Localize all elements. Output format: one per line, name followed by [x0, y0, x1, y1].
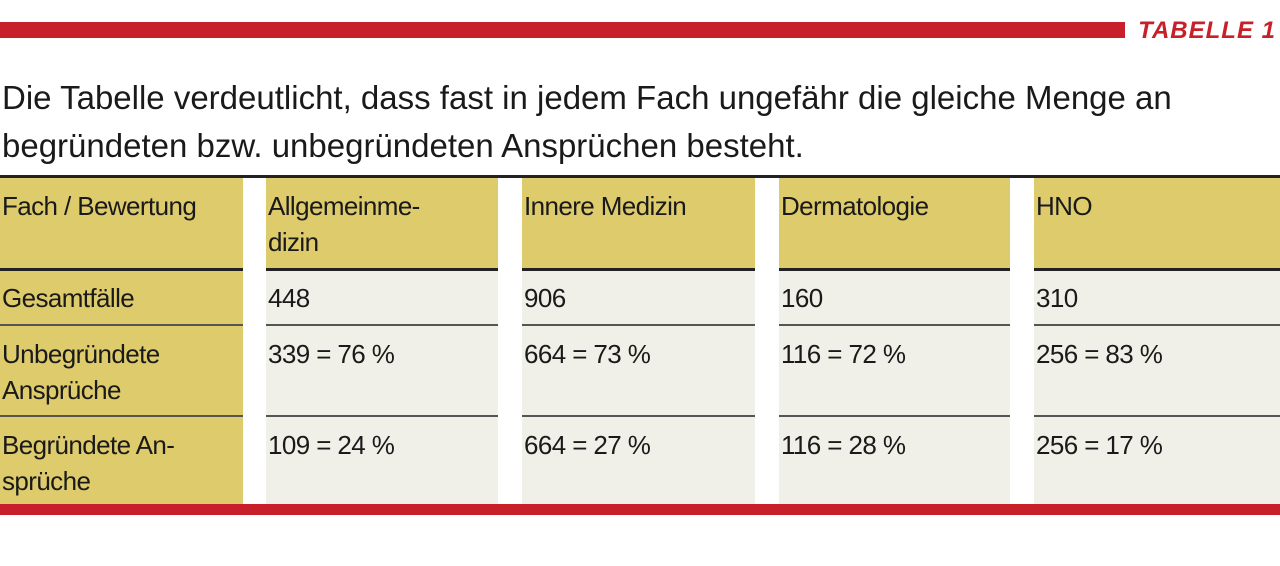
table-label: TABELLE 1 — [1138, 17, 1276, 44]
cell: 664 = 73 % — [522, 326, 755, 415]
cell: 310 — [1034, 270, 1280, 324]
cell: 339 = 76 % — [266, 326, 498, 415]
cell: Gesamtfälle — [0, 270, 243, 324]
cell: 664 = 27 % — [522, 417, 755, 504]
caption: Die Tabelle verdeutlicht, dass fast in j… — [2, 79, 1172, 164]
cell: 116 = 28 % — [779, 417, 1010, 504]
row-line — [1034, 324, 1280, 326]
cell: 906 — [522, 270, 755, 324]
cell: 116 = 72 % — [779, 326, 1010, 415]
header-cell: Dermatologie — [779, 178, 1010, 268]
cell: Begründete An- sprüche — [0, 417, 243, 504]
row-line — [1034, 268, 1280, 271]
cell: Unbegründete Ansprüche — [0, 326, 243, 415]
row-line — [0, 415, 243, 417]
row-line — [266, 324, 498, 326]
row-line — [522, 415, 755, 417]
cell: 448 — [266, 270, 498, 324]
row-line — [266, 415, 498, 417]
row-line — [522, 324, 755, 326]
row-line — [779, 268, 1010, 271]
cell: 160 — [779, 270, 1010, 324]
row-line — [0, 324, 243, 326]
cell: 256 = 17 % — [1034, 417, 1280, 504]
header-cell: Allgemeinme- dizin — [266, 178, 498, 268]
table-top-line — [0, 175, 1280, 178]
bottom-bar — [0, 504, 1280, 515]
row-line — [1034, 415, 1280, 417]
cell: 256 = 83 % — [1034, 326, 1280, 415]
header-cell: Innere Medizin — [522, 178, 755, 268]
header-cell: HNO — [1034, 178, 1280, 268]
row-line — [522, 268, 755, 271]
row-line — [779, 324, 1010, 326]
row-line — [0, 268, 243, 271]
row-line — [779, 415, 1010, 417]
row-line — [266, 268, 498, 271]
top-bar — [0, 22, 1125, 38]
header-cell: Fach / Bewertung — [0, 178, 243, 268]
cell: 109 = 24 % — [266, 417, 498, 504]
